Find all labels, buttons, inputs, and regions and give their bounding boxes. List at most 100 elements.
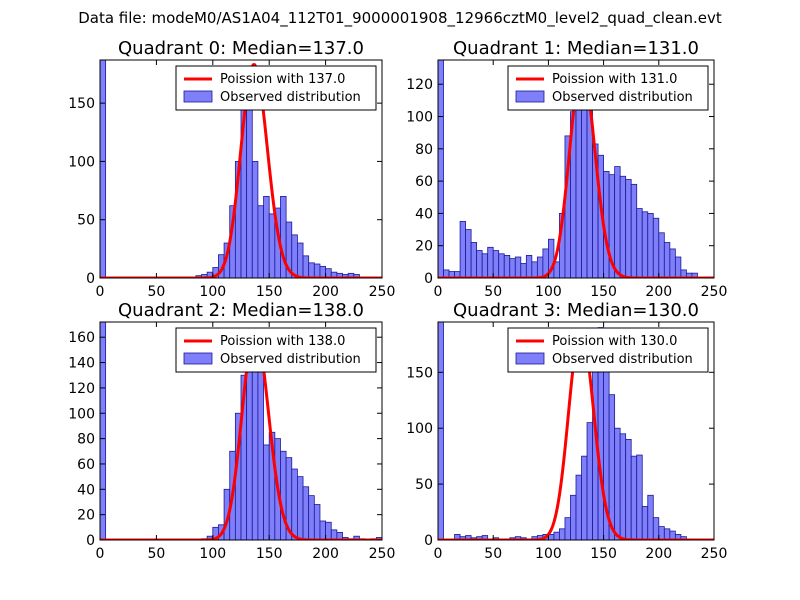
histogram-bar [476,250,483,278]
histogram-bar [525,254,533,278]
histogram-bar [586,422,593,540]
figure-suptitle: Data file: modeM0/AS1A04_112T01_90000019… [78,9,722,28]
histogram-bar [652,217,660,278]
histogram-bar [492,250,500,278]
histogram-bar [438,60,444,278]
y-tick-label: 150 [68,96,95,112]
legend-poisson-label: Poission with 137.0 [220,72,345,87]
legend-observed-swatch [183,90,213,103]
legend-observed-swatch [183,352,213,365]
histogram-bar [647,494,654,540]
y-tick-label: 60 [415,174,433,190]
histogram-bar [614,427,621,540]
legend-poisson-label: Poission with 130.0 [552,334,677,349]
histogram-bar [658,526,665,540]
histogram-bar [268,213,276,278]
x-tick-label: 200 [645,546,672,562]
histogram-bar [263,195,270,278]
histogram-bar [570,494,577,540]
histogram-bar [487,246,494,278]
histogram-bar [313,263,321,278]
histogram-bar [498,253,505,278]
x-tick-label: 150 [256,546,283,562]
legend-box [507,65,709,111]
axes-frame [99,59,383,279]
histogram-bar [553,531,560,540]
x-tick-label: 0 [96,546,105,562]
x-tick-label: 200 [312,284,339,300]
x-tick-label: 50 [484,546,502,562]
y-tick-label: 120 [68,381,95,397]
histogram-bar [619,175,627,278]
subplot-grid: Quadrant 0: Median=137.00 50 100 150 200 2500… [68,38,727,562]
y-tick-label: 100 [68,406,95,422]
histogram-bar [614,166,621,278]
x-tick-label: 150 [256,284,283,300]
x-tick-label: 0 [434,546,443,562]
legend-observed-label: Observed distribution [552,90,693,105]
histogram-bar [514,256,522,278]
y-tick-label: 100 [406,421,433,437]
histogram-bar [531,261,538,278]
subplot-title: Quadrant 2: Median=138.0 [118,300,364,321]
poisson-curve [100,63,382,278]
y-tick-label: 50 [77,213,95,229]
histogram-bar [302,255,310,278]
x-tick-label: 250 [701,284,728,300]
y-tick-label: 50 [415,477,433,493]
histogram-bar [636,208,643,278]
x-tick-label: 150 [590,546,617,562]
legend-box [175,65,377,111]
histogram-bar [647,213,654,278]
histogram-bar [641,506,649,540]
axes-frame [437,321,715,541]
y-tick-label: 40 [77,482,95,498]
histogram-bar [658,232,665,278]
histogram-bar [257,205,264,278]
subplot-title: Quadrant 1: Median=131.0 [453,38,699,59]
histogram-bar [263,444,270,540]
histogram-bar [625,179,632,278]
histogram-bar [503,254,511,278]
legend-observed-label: Observed distribution [552,352,693,367]
x-tick-label: 50 [147,284,165,300]
histogram-bar [353,535,360,540]
histogram-bar [438,322,444,540]
y-tick-label: 140 [68,356,95,372]
legend-poisson-label: Poission with 138.0 [220,334,345,349]
x-tick-label: 50 [484,284,502,300]
subplot-quadrant-1: Quadrant 1: Median=131.0 0 50 100 150 200 250 0… [406,38,727,300]
histogram-bar [663,242,671,278]
subplot-quadrant-0: Quadrant 0: Median=137.0 0 50 100 150 200 250 0… [68,38,395,300]
histogram-bar [325,521,332,540]
histogram-bar [470,242,478,278]
subplot-title: Quadrant 3: Median=130.0 [453,300,699,321]
y-tick-label: 20 [77,508,95,524]
legend: Poission with 138.0 Observed distribution [175,327,377,373]
histogram-bar [319,265,326,278]
histogram-bar [581,103,588,278]
y-tick-label: 160 [68,330,95,346]
axes-frame [437,59,715,279]
legend-box [507,327,709,373]
histogram-bar [100,60,107,278]
legend-poisson-label: Poission with 131.0 [552,72,677,87]
legend-observed-label: Observed distribution [220,352,361,367]
subplot-quadrant-2: Quadrant 2: Median=138.0 0 50 100 150 200 250 0… [68,300,395,562]
x-tick-label: 0 [96,284,105,300]
histogram-bar [520,263,527,278]
legend-box [175,327,377,373]
subplot-title: Quadrant 0: Median=137.0 [118,38,364,59]
histogram-bar [296,476,304,540]
histogram-bar [313,504,321,540]
histogram-bar [674,256,682,278]
histogram-bar [481,253,489,278]
x-tick-label: 50 [147,546,165,562]
y-tick-label: 100 [68,154,95,170]
histogram-bar [619,433,627,540]
legend-observed-label: Observed distribution [220,90,361,105]
x-tick-label: 0 [434,284,443,300]
histogram-bar [581,455,588,540]
histogram-bar [641,211,649,278]
y-tick-label: 0 [424,271,433,287]
